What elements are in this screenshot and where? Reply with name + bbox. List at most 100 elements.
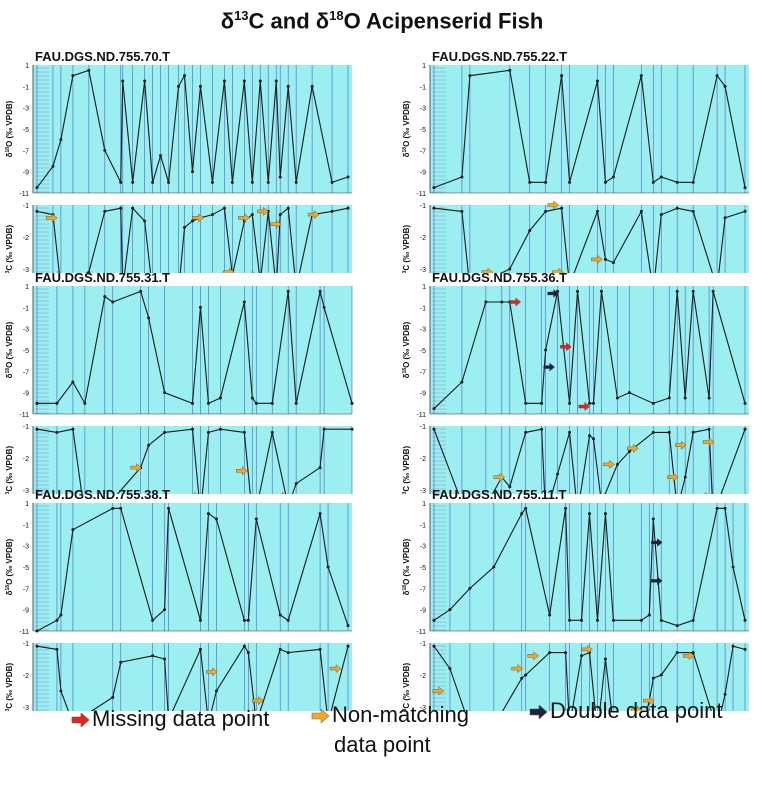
o-data-point bbox=[167, 506, 171, 510]
chart-svg: FAU.DGS.ND.755.31.T1-1-3-5-7-9-11-1-2-3-… bbox=[5, 270, 358, 542]
o-data-point bbox=[659, 618, 663, 622]
o-data-point bbox=[286, 618, 290, 622]
o-data-point bbox=[524, 401, 528, 405]
c-data-point bbox=[286, 651, 290, 655]
o-data-point bbox=[250, 396, 254, 400]
o-data-point bbox=[743, 186, 747, 190]
o-tick-label: 1 bbox=[25, 284, 29, 291]
o-tick-label: -7 bbox=[23, 369, 29, 376]
c-data-point bbox=[210, 213, 214, 217]
o-data-point bbox=[198, 618, 202, 622]
c-tick-label: -3 bbox=[23, 488, 29, 494]
legend-double: Double data point bbox=[528, 698, 722, 724]
o-tick-label: -11 bbox=[19, 629, 29, 636]
o-data-point bbox=[723, 84, 727, 88]
c-tick-label: -2 bbox=[23, 235, 29, 242]
c-data-point bbox=[111, 695, 115, 699]
o-data-point bbox=[198, 84, 202, 88]
o-data-point bbox=[294, 401, 298, 405]
o-tick-label: -3 bbox=[420, 106, 426, 113]
c-data-point bbox=[206, 430, 210, 434]
o-data-point bbox=[55, 618, 59, 622]
o-axis-label: δ18O (‰ VPDB) bbox=[402, 321, 411, 378]
nonmatch-arrow-icon bbox=[511, 664, 524, 674]
o-data-point bbox=[651, 401, 655, 405]
o-tick-label: -11 bbox=[416, 412, 426, 419]
nonmatch-arrow-icon bbox=[581, 644, 593, 654]
o-data-point bbox=[242, 618, 246, 622]
c-data-point bbox=[460, 209, 464, 213]
panel-title: FAU.DGS.ND.755.70.T bbox=[35, 49, 170, 64]
nonmatch-arrow-icon bbox=[257, 206, 269, 216]
c-tick-label: -3 bbox=[23, 267, 29, 273]
o-data-point bbox=[667, 396, 671, 400]
o-axis-label: δ18O (‰ VPDB) bbox=[5, 100, 14, 157]
o-data-point bbox=[492, 565, 496, 569]
o-tick-label: -7 bbox=[23, 148, 29, 155]
o-data-point bbox=[460, 175, 464, 179]
c-data-point bbox=[568, 430, 572, 434]
o-data-point bbox=[500, 300, 504, 304]
o-data-point bbox=[119, 506, 123, 510]
c-tick-label: -3 bbox=[23, 705, 29, 711]
double-arrow-icon bbox=[543, 362, 555, 372]
o-data-point bbox=[683, 396, 687, 400]
o-data-point bbox=[71, 528, 75, 532]
o-data-point bbox=[659, 175, 663, 179]
c-data-point bbox=[432, 644, 436, 648]
c-data-point bbox=[163, 430, 167, 434]
o-data-point bbox=[51, 164, 55, 168]
c-tick-label: -3 bbox=[420, 705, 426, 711]
o-data-point bbox=[210, 180, 214, 184]
c-data-point bbox=[191, 219, 194, 223]
o-data-point bbox=[568, 180, 572, 184]
o-data-point bbox=[611, 618, 615, 622]
o-data-point bbox=[675, 624, 679, 628]
o-data-point bbox=[588, 512, 591, 516]
o-tick-label: -5 bbox=[420, 348, 426, 355]
o-data-point bbox=[743, 401, 747, 405]
missing-arrow-icon bbox=[71, 713, 90, 728]
o-data-point bbox=[191, 170, 194, 174]
o-tick-label: -1 bbox=[23, 522, 29, 529]
c-data-point bbox=[691, 430, 695, 434]
o-tick-label: -9 bbox=[420, 391, 426, 398]
o-tick-label: -3 bbox=[23, 106, 29, 113]
chart-svg: FAU.DGS.ND.755.70.T1-1-3-5-7-9-11-1-2-3-… bbox=[5, 49, 358, 321]
nonmatch-arrow-icon bbox=[192, 213, 204, 223]
c-data-point bbox=[560, 206, 564, 210]
o-data-point bbox=[432, 618, 436, 622]
c-tick-label: -2 bbox=[23, 673, 29, 680]
c-data-point bbox=[278, 647, 282, 651]
o-data-point bbox=[723, 506, 727, 510]
c-data-point bbox=[218, 427, 222, 431]
c-data-point bbox=[540, 427, 544, 431]
c-data-point bbox=[346, 644, 350, 648]
o-data-point bbox=[432, 186, 436, 190]
c-data-point bbox=[615, 462, 619, 466]
double-arrow-icon bbox=[529, 705, 548, 720]
o-data-point bbox=[230, 180, 234, 184]
o-tick-label: -9 bbox=[420, 170, 426, 177]
c-data-point bbox=[246, 651, 250, 655]
chart-panel: FAU.DGS.ND.755.70.T1-1-3-5-7-9-11-1-2-3-… bbox=[0, 45, 367, 321]
o-data-point bbox=[595, 618, 599, 622]
o-data-point bbox=[159, 154, 163, 158]
c-data-point bbox=[683, 475, 687, 479]
o-data-point bbox=[71, 74, 75, 78]
c-data-point bbox=[294, 482, 298, 486]
c-data-point bbox=[743, 647, 747, 651]
c-tick-label: -1 bbox=[23, 203, 29, 210]
c-data-point bbox=[330, 209, 334, 213]
c-tick-label: -3 bbox=[420, 267, 426, 273]
o-tick-label: -1 bbox=[23, 305, 29, 312]
chart-panel: FAU.DGS.ND.755.36.T1-1-3-5-7-9-11-1-2-3-… bbox=[397, 266, 764, 542]
o-data-point bbox=[576, 289, 580, 293]
c-data-point bbox=[318, 466, 322, 470]
o-data-point bbox=[591, 401, 595, 405]
nonmatch-arrow-icon bbox=[432, 686, 445, 696]
c-data-point bbox=[603, 257, 607, 261]
o-data-point bbox=[639, 74, 643, 78]
panel-title: FAU.DGS.ND.755.11.T bbox=[432, 487, 566, 502]
o-tick-label: -11 bbox=[416, 629, 426, 636]
